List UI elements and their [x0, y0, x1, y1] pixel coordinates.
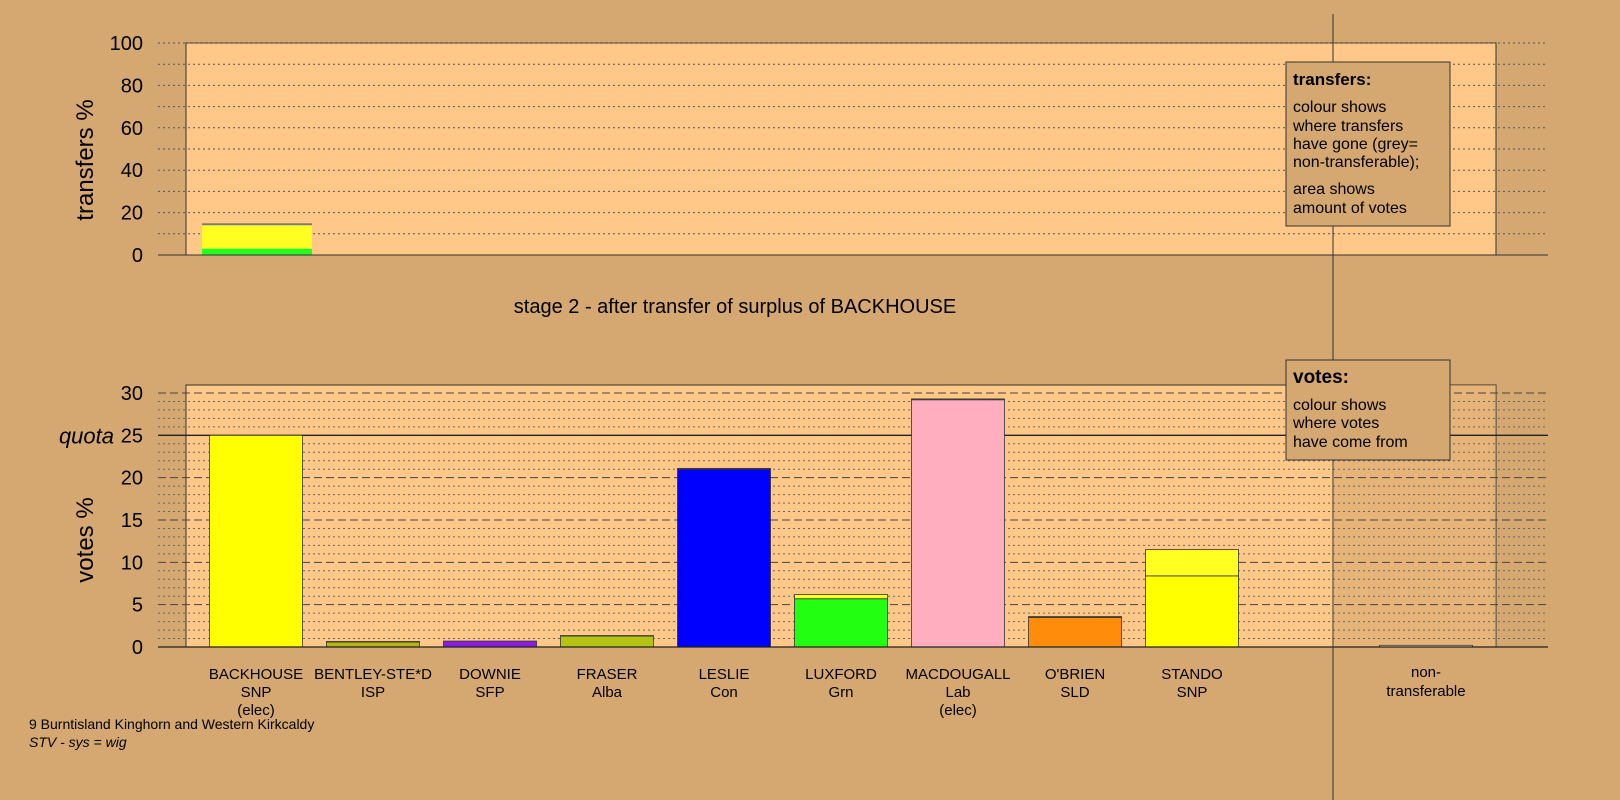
vote-segment	[560, 635, 654, 648]
votes-bars	[209, 398, 1473, 648]
candidate-status-label: (elec)	[939, 702, 977, 719]
votes-axis: 0 5 10 15 20 25 30 quota	[59, 383, 1548, 659]
candidate-party-label: SNP	[1177, 684, 1208, 701]
transfers-legend-line: area shows	[1293, 181, 1375, 198]
candidate-party-label: Lab	[945, 684, 970, 701]
candidate-party-label: SLD	[1060, 684, 1089, 701]
votes-legend-line: have come from	[1293, 434, 1408, 451]
transfers-legend-line: colour shows	[1293, 99, 1386, 116]
candidate-name-label: LUXFORD	[805, 666, 877, 683]
vote-segment	[911, 399, 1005, 648]
transfers-legend-box	[1285, 61, 1451, 227]
candidate-party-label: Con	[710, 684, 738, 701]
vote-segment	[794, 598, 888, 648]
candidate-name-label: BACKHOUSE	[209, 666, 303, 683]
candidate-name-label: FRASER	[577, 666, 638, 683]
candidate-name-label: BENTLEY-STE*D	[314, 666, 432, 683]
y-tick-label: 5	[132, 595, 143, 617]
candidate-party-label: ISP	[361, 684, 385, 701]
vote-segment	[443, 640, 537, 648]
transfers-axis: 0 20 40 60 80 100	[110, 33, 1548, 267]
vote-segment	[1145, 549, 1239, 577]
candidate-party-label: Alba	[592, 684, 623, 701]
vote-segment	[677, 467, 771, 470]
transfers-legend-line: have gone (grey=	[1293, 136, 1418, 153]
transfers-y-axis-label: transfers %	[72, 99, 99, 220]
y-tick-label: 40	[121, 160, 143, 182]
y-tick-label: 60	[121, 118, 143, 140]
votes-legend-box	[1285, 359, 1451, 461]
vote-segment	[326, 641, 420, 648]
stage-note: stage 2 - after transfer of surplus of B…	[514, 296, 956, 318]
y-tick-label: 15	[121, 510, 143, 532]
candidate-status-label: (elec)	[237, 702, 275, 719]
transfers-panel: 0 20 40 60 80 100 transfers % stage 2 - after…	[72, 33, 1548, 318]
candidate-party-label: SNP	[241, 684, 272, 701]
nontransferable-label: transferable	[1386, 683, 1465, 700]
vote-segment	[794, 594, 888, 600]
constituency-name: 9 Burntisland Kinghorn and Western Kirkc…	[29, 716, 314, 732]
transfers-legend-title: transfers:	[1293, 70, 1371, 89]
nontransferable-label: non-	[1411, 664, 1441, 681]
candidate-name-label: O'BRIEN	[1045, 666, 1105, 683]
system-note: STV - sys = wig	[29, 734, 127, 750]
vote-segment	[677, 468, 771, 648]
vote-segment	[326, 641, 420, 643]
transfers-legend-line: where transfers	[1292, 118, 1403, 135]
vote-segment	[1028, 616, 1122, 618]
transfers-legend-line: non-transferable);	[1293, 154, 1419, 171]
vote-segment	[1145, 575, 1239, 648]
y-tick-label: 20	[121, 468, 143, 490]
candidate-name-label: MACDOUGALL	[905, 666, 1010, 683]
quota-label: quota	[59, 423, 114, 448]
candidate-name-label: DOWNIE	[459, 666, 521, 683]
y-tick-label: 10	[121, 552, 143, 574]
vote-segment	[209, 434, 303, 648]
candidate-labels: BACKHOUSESNP(elec)BENTLEY-STE*DISPDOWNIE…	[209, 664, 1466, 719]
transfer-segment	[202, 225, 312, 249]
y-tick-label: 25	[121, 425, 143, 447]
votes-y-axis-label: votes %	[72, 497, 99, 582]
candidate-party-label: SFP	[475, 684, 504, 701]
transfers-legend-line: amount of votes	[1293, 200, 1407, 217]
transfers-grid	[158, 42, 1548, 235]
y-tick-label: 20	[121, 203, 143, 225]
transfers-legend: transfers: colour shows where transfers …	[1285, 61, 1451, 227]
y-tick-label: 30	[121, 383, 143, 405]
vote-segment	[560, 635, 654, 637]
vote-segment	[911, 398, 1005, 401]
votes-legend: votes: colour shows where votes have com…	[1285, 359, 1451, 461]
y-tick-label: 80	[121, 75, 143, 97]
candidate-name-label: STANDO	[1161, 666, 1222, 683]
y-tick-label: 0	[132, 637, 143, 659]
candidate-name-label: LESLIE	[699, 666, 750, 683]
votes-legend-line: colour shows	[1293, 397, 1386, 414]
candidate-party-label: Grn	[828, 684, 853, 701]
y-tick-label: 100	[110, 33, 143, 55]
vote-segment	[1028, 616, 1122, 648]
votes-legend-title: votes:	[1293, 367, 1349, 388]
y-tick-label: 0	[132, 245, 143, 267]
votes-legend-line: where votes	[1292, 415, 1379, 432]
transfer-segment	[202, 248, 312, 255]
transfer-segment	[202, 224, 312, 226]
transfers-bars	[202, 223, 312, 255]
